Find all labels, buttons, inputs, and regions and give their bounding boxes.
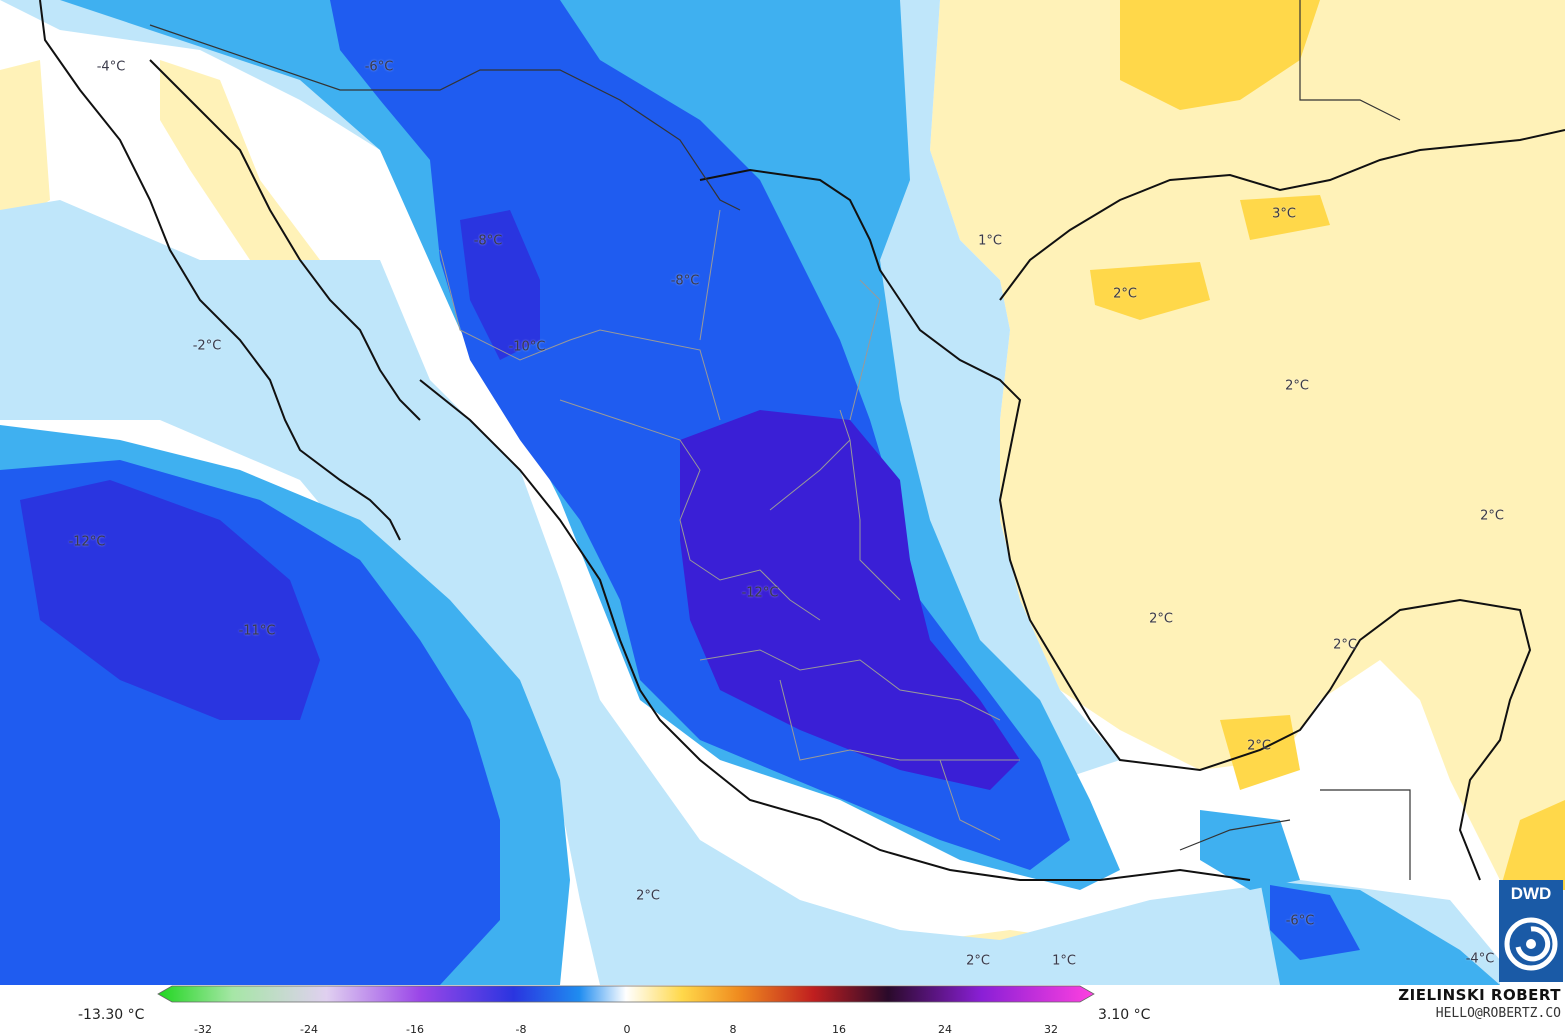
author-name: ZIELINSKI ROBERT [1398,986,1561,1004]
temp-label-central-mexico: -12°C [741,585,779,601]
legend-tick: 32 [1044,1023,1058,1036]
temp-label-pacific-s: 2°C [636,888,660,904]
temp-label-gulf-c: 2°C [1285,378,1309,394]
temp-label-pacific-c: -11°C [238,623,276,639]
cold-deep-layer [20,210,1020,790]
dwd-spiral-icon [1500,907,1562,981]
temp-label-louisiana: 3°C [1272,206,1296,222]
map-canvas [0,0,1565,985]
legend-tick: 8 [729,1023,737,1036]
color-scale [157,985,1095,1003]
border-layer [149,0,1411,880]
legend-tick: 16 [832,1023,846,1036]
temp-label-gulf-e: 2°C [1480,508,1504,524]
temp-label-nw: -4°C [96,59,126,75]
temp-label-gulf-california: -2°C [192,338,222,354]
temp-label-tabasco: 2°C [1247,738,1271,754]
coastline-layer [39,0,1565,881]
legend-tick: -16 [406,1023,424,1036]
temp-label-sierra-e: -8°C [670,273,700,289]
legend-tick: 24 [938,1023,952,1036]
temp-label-central-america: -4°C [1465,951,1495,967]
legend-max-value: 3.10 °C [1098,1007,1151,1023]
temp-label-gulf-s: 2°C [1149,611,1173,627]
author-email: HELLO@ROBERTZ.CO [1435,1006,1561,1021]
state-border-layer [439,209,1020,841]
legend-tick: -8 [515,1023,527,1036]
legend-tick: -32 [194,1023,212,1036]
legend-bar: -13.30 °C -32 -24 -16 -8 0 8 16 [0,985,1565,1036]
temp-label-pacific-se2: 1°C [1052,953,1076,969]
temp-label-sierra-w: -8°C [473,233,503,249]
legend-tick: 0 [623,1023,631,1036]
temp-label-north: -6°C [364,59,394,75]
dwd-logo: DWD [1499,880,1563,982]
temperature-anomaly-map: -4°C -6°C -8°C -8°C -10°C -2°C -12°C -11… [0,0,1565,985]
temp-label-texas: 1°C [978,233,1002,249]
legend-min-value: -13.30 °C [78,1007,145,1023]
temp-label-sierra-madre: -10°C [508,339,546,355]
temp-label-pacific-w: -12°C [68,534,106,550]
temp-label-guatemala: -6°C [1285,913,1315,929]
temp-label-gulf-n: 2°C [1113,286,1137,302]
temp-label-pacific-se: 2°C [966,953,990,969]
temp-label-yucatan: 2°C [1333,637,1357,653]
dwd-logo-text: DWD [1500,881,1562,907]
legend-tick: -24 [300,1023,318,1036]
